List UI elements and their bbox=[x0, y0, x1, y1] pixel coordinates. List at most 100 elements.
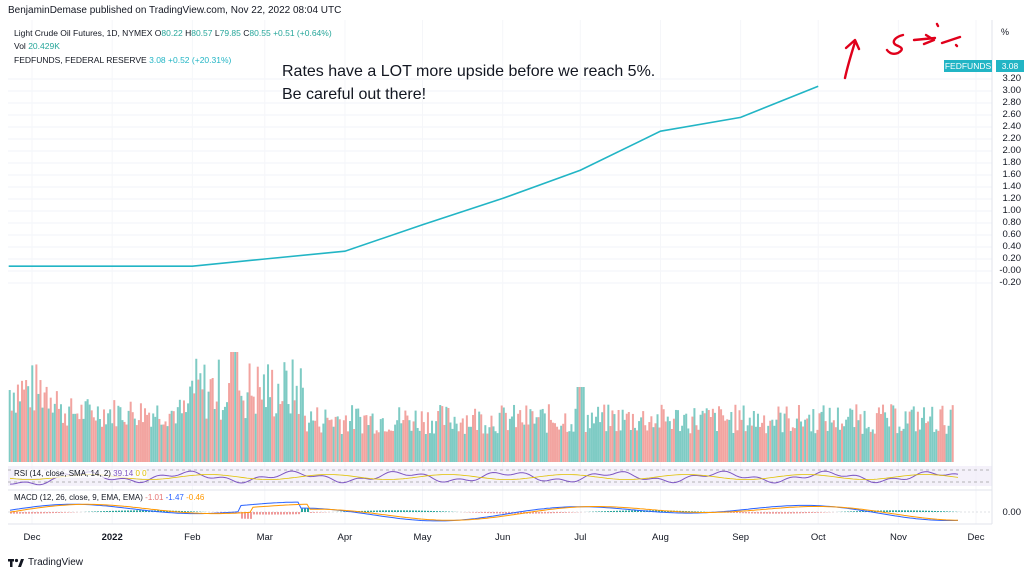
volume-bar bbox=[605, 431, 608, 462]
volume-bar bbox=[55, 391, 58, 462]
macd-hist-bar bbox=[277, 512, 279, 515]
volume-bar bbox=[519, 410, 522, 462]
rsi-name: RSI (14, close, SMA, 14, 2) bbox=[14, 469, 111, 478]
volume-bar bbox=[654, 423, 657, 462]
volume-bar bbox=[588, 428, 591, 462]
volume-bar bbox=[709, 417, 712, 462]
macd-hist-bar bbox=[748, 512, 750, 514]
volume-bar bbox=[62, 422, 65, 462]
volume-bar bbox=[49, 397, 52, 462]
volume-bar bbox=[258, 387, 261, 462]
volume-bar bbox=[668, 421, 671, 462]
macd-hist-bar bbox=[415, 510, 417, 512]
macd-hist-bar bbox=[31, 512, 33, 514]
volume-bar bbox=[738, 410, 741, 462]
volume-bar bbox=[810, 431, 813, 462]
volume-bar bbox=[170, 410, 173, 462]
volume-bar bbox=[869, 431, 872, 462]
macd-hist-bar bbox=[289, 512, 291, 515]
macd-hist-bar bbox=[121, 510, 123, 512]
macd-hist-bar bbox=[508, 512, 510, 514]
macd-hist-bar bbox=[280, 512, 282, 515]
macd-hist-bar bbox=[16, 512, 18, 514]
macd-legend[interactable]: MACD (12, 26, close, 9, EMA, EMA) -1.01 … bbox=[14, 493, 205, 502]
low-label: L bbox=[214, 28, 220, 38]
volume-bar bbox=[119, 407, 122, 462]
volume-bar bbox=[457, 431, 460, 462]
hand-digit-5 bbox=[885, 33, 905, 55]
volume-bar bbox=[908, 411, 911, 462]
macd-hist-bar bbox=[898, 510, 900, 512]
macd-hist-bar bbox=[940, 511, 942, 512]
volume-bar bbox=[406, 415, 409, 462]
volume-label[interactable]: Vol bbox=[14, 41, 26, 51]
volume-bar bbox=[726, 419, 729, 462]
volume-bar bbox=[328, 420, 331, 462]
volume-bar bbox=[400, 423, 403, 462]
volume-bar bbox=[193, 393, 196, 462]
macd-hist-bar bbox=[763, 512, 765, 514]
macd-hist-bar bbox=[901, 510, 903, 512]
macd-hist-bar bbox=[52, 512, 54, 514]
volume-bar bbox=[769, 420, 772, 462]
volume-bar bbox=[636, 430, 639, 462]
macd-zero-label: 0.00 bbox=[1002, 507, 1022, 518]
volume-bar bbox=[703, 413, 706, 462]
macd-hist-bar bbox=[937, 511, 939, 512]
signal-value: -0.46 bbox=[186, 493, 205, 502]
x-tick-label: Feb bbox=[184, 532, 201, 543]
volume-bar bbox=[890, 404, 893, 462]
volume-bar bbox=[398, 407, 401, 462]
macd-hist-bar bbox=[61, 512, 63, 513]
volume-bar bbox=[371, 413, 374, 462]
volume-bar bbox=[851, 409, 854, 462]
volume-bar bbox=[898, 426, 901, 462]
macd-hist-bar bbox=[496, 512, 498, 514]
volume-bar bbox=[888, 426, 891, 462]
volume-bar bbox=[377, 432, 380, 462]
volume-bar bbox=[392, 430, 395, 462]
volume-bar bbox=[929, 416, 932, 462]
macd-hist-bar bbox=[298, 512, 300, 515]
rsi-legend[interactable]: RSI (14, close, SMA, 14, 2) 39.14 0 0 bbox=[14, 469, 147, 478]
volume-bar bbox=[900, 430, 903, 462]
volume-bar bbox=[498, 412, 501, 462]
fedfunds-name[interactable]: FEDFUNDS, FEDERAL RESERVE bbox=[14, 55, 147, 65]
macd-hist-bar bbox=[253, 512, 255, 515]
macd-hist-bar bbox=[55, 512, 57, 514]
macd-hist-bar bbox=[103, 511, 105, 512]
volume-bar bbox=[902, 428, 905, 462]
volume-bar bbox=[100, 426, 103, 462]
macd-hist-bar bbox=[598, 511, 600, 512]
macd-hist-bar bbox=[502, 512, 504, 514]
volume-bar bbox=[527, 424, 530, 462]
volume-legend: Vol 20.429K bbox=[14, 41, 60, 51]
macd-hist-bar bbox=[538, 512, 540, 514]
volume-bar bbox=[912, 406, 915, 462]
symbol-name[interactable]: Light Crude Oil Futures, 1D, NYMEX bbox=[14, 28, 153, 38]
volume-bar bbox=[843, 426, 846, 462]
volume-bar bbox=[344, 415, 347, 462]
x-tick-label: Mar bbox=[256, 532, 273, 543]
macd-hist-bar bbox=[475, 512, 477, 513]
y-tick-label: 2.00 bbox=[1002, 145, 1022, 156]
volume-bar bbox=[363, 415, 366, 462]
volume-bar bbox=[701, 410, 704, 462]
tradingview-logo[interactable]: TradingView bbox=[8, 557, 83, 568]
volume-bar bbox=[904, 411, 907, 462]
volume-bar bbox=[592, 423, 595, 462]
volume-bar bbox=[508, 418, 511, 462]
macd-hist-bar bbox=[268, 512, 270, 515]
macd-hist-bar bbox=[442, 511, 444, 512]
volume-bar bbox=[834, 427, 837, 462]
volume-bar bbox=[31, 365, 34, 462]
volume-bar bbox=[346, 431, 349, 462]
volume-bar bbox=[734, 404, 737, 462]
volume-bar bbox=[111, 423, 114, 462]
text-annotation[interactable]: Rates have a LOT more upside before we r… bbox=[282, 60, 655, 106]
volume-bar bbox=[633, 427, 636, 462]
volume-bar bbox=[767, 425, 770, 462]
annotation-line-2: Be careful out there! bbox=[282, 86, 427, 103]
volume-bar bbox=[41, 407, 44, 462]
